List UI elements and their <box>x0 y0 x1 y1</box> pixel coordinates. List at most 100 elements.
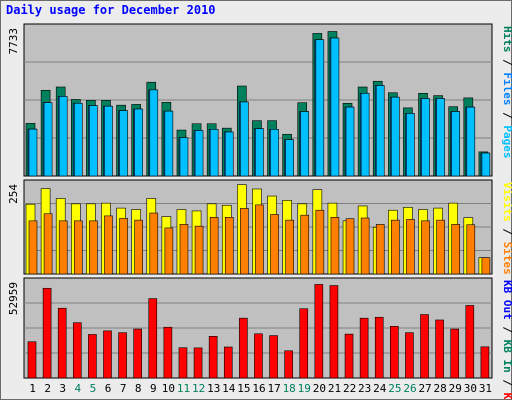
legend-separator: / <box>501 320 512 340</box>
bar-pages <box>345 106 355 177</box>
bar-kb-f <box>405 332 414 379</box>
bar-pages <box>149 89 159 177</box>
x-tick-label: 23 <box>358 382 371 395</box>
x-tick-label: 3 <box>59 382 66 395</box>
legend-item: Sites <box>501 242 512 275</box>
legend-hits-files-pages: Hits / Files / Pages <box>501 26 512 159</box>
x-tick-label: 13 <box>207 382 220 395</box>
bar-kb-f <box>42 287 52 379</box>
x-tick-label: 22 <box>343 382 356 395</box>
x-tick-label: 28 <box>434 382 447 395</box>
x-tick-label: 7 <box>120 382 127 395</box>
x-tick-label: 24 <box>373 382 387 395</box>
bar-pages <box>58 96 68 177</box>
bar-kb-f <box>480 346 490 379</box>
bar-pages <box>73 102 83 177</box>
bar-sites <box>89 220 98 275</box>
x-tick-label: 2 <box>44 382 51 395</box>
x-tick-label: 19 <box>298 382 311 395</box>
bar-pages <box>391 96 400 177</box>
legend-item: Pages <box>501 125 512 158</box>
y-max-label: 254 <box>7 184 20 204</box>
bar-pages <box>240 101 249 177</box>
bar-pages <box>179 137 189 177</box>
x-tick-label: 1 <box>29 382 36 395</box>
bar-kb-f <box>148 298 158 379</box>
bar-pages <box>43 102 53 177</box>
bar-kb-f <box>208 336 218 379</box>
x-tick-label: 20 <box>313 382 326 395</box>
x-tick-label: 21 <box>328 382 341 395</box>
bar-pages <box>421 98 430 177</box>
bar-pages <box>119 110 128 177</box>
x-tick-label: 31 <box>479 382 492 395</box>
bar-sites <box>43 213 53 275</box>
bar-pages <box>89 105 98 177</box>
x-tick-label: 10 <box>162 382 175 395</box>
legend-kbytes: KB Out / KB In / KB F <box>501 280 512 400</box>
y-max-label: 7733 <box>7 28 20 55</box>
bar-sites <box>134 219 143 275</box>
legend-visits-sites: Visits / Sites <box>501 182 512 275</box>
bar-kb-f <box>374 316 384 379</box>
bar-sites <box>58 220 68 275</box>
bar-sites <box>119 218 128 275</box>
bar-sites <box>375 224 385 275</box>
chart-title: Daily usage for December 2010 <box>6 3 216 17</box>
bar-kb-f <box>57 307 67 379</box>
x-tick-label: 26 <box>403 382 416 395</box>
legend-item: KB Out <box>501 280 512 320</box>
bar-kb-f <box>178 347 188 379</box>
bar-pages <box>28 128 38 177</box>
bar-pages <box>330 37 340 177</box>
bar-kb-f <box>359 317 369 379</box>
bar-kb-f <box>163 326 173 379</box>
bar-sites <box>28 220 38 275</box>
legend-separator: / <box>501 222 512 242</box>
bar-sites <box>315 209 325 275</box>
bar-kb-f <box>390 326 399 379</box>
legend-separator: / <box>501 53 512 73</box>
bar-kb-f <box>133 328 142 379</box>
legend-item: Visits <box>501 182 512 222</box>
bar-pages <box>315 39 325 177</box>
bar-pages <box>300 111 310 177</box>
bar-sites <box>285 219 294 275</box>
bar-pages <box>406 113 415 177</box>
bar-pages <box>224 131 234 177</box>
bar-kb-f <box>450 328 460 379</box>
x-tick-label: 9 <box>150 382 157 395</box>
x-tick-label: 16 <box>252 382 265 395</box>
x-tick-label: 12 <box>192 382 205 395</box>
bar-sites <box>466 224 476 275</box>
bar-sites <box>391 219 400 275</box>
bar-kb-f <box>254 333 263 379</box>
bar-sites <box>179 224 189 275</box>
bar-sites <box>300 214 310 275</box>
bar-pages <box>360 93 370 177</box>
x-tick-label: 11 <box>177 382 190 395</box>
bar-sites <box>345 218 355 275</box>
x-tick-label: 25 <box>388 382 401 395</box>
x-tick-label: 15 <box>237 382 250 395</box>
bar-kb-f <box>223 346 233 379</box>
x-tick-label: 17 <box>267 382 280 395</box>
x-tick-label: 29 <box>449 382 462 395</box>
bar-pages <box>104 105 113 177</box>
bar-pages <box>134 108 143 177</box>
bar-sites <box>149 212 159 275</box>
y-max-label: 52959 <box>7 282 20 315</box>
bar-kb-f <box>420 314 429 379</box>
x-tick-label: 5 <box>90 382 97 395</box>
bar-kb-f <box>103 330 112 379</box>
bar-pages <box>481 152 491 177</box>
legend-item: Files <box>501 72 512 105</box>
bar-kb-f <box>435 319 444 379</box>
bar-kb-f <box>118 332 127 379</box>
x-tick-label: 8 <box>135 382 142 395</box>
bar-pages <box>255 128 264 177</box>
bar-sites <box>481 257 491 275</box>
bar-pages <box>466 106 476 177</box>
bar-sites <box>330 217 340 275</box>
bar-sites <box>104 215 113 275</box>
